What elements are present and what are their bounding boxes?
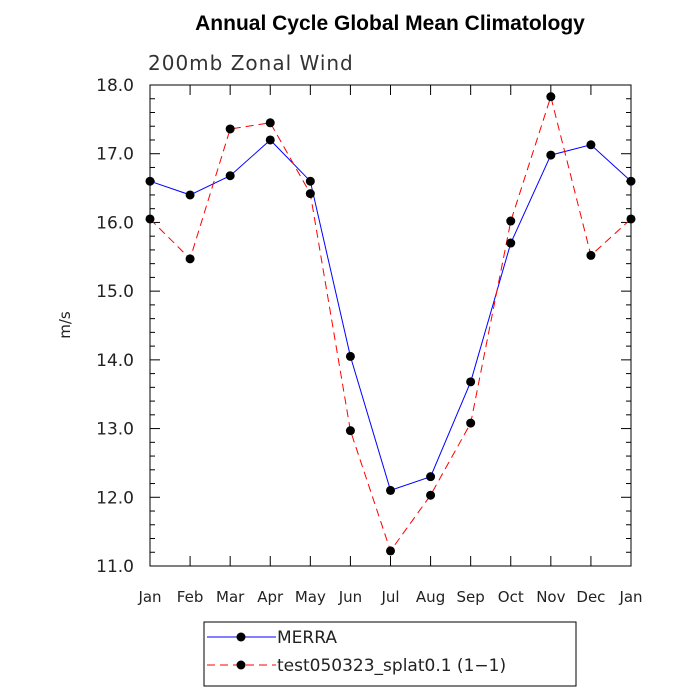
- y-tick-label: 18.0: [96, 76, 134, 96]
- data-point-0: [506, 238, 516, 248]
- legend: MERRA test050323_splat0.1 (1−1): [203, 621, 577, 687]
- data-point-1: [506, 216, 516, 226]
- data-point-1: [426, 490, 436, 500]
- data-point-0: [265, 135, 275, 145]
- y-tick-label: 13.0: [96, 420, 134, 440]
- data-point-1: [586, 250, 596, 260]
- data-point-1: [225, 124, 235, 134]
- data-point-0: [466, 377, 476, 387]
- y-tick-labels: 11.0 12.0 13.0 14.0 15.0 16.0 17.0 18.0: [96, 76, 134, 577]
- legend-marker-merra: [236, 632, 246, 642]
- data-point-0: [345, 351, 355, 361]
- x-tick-label: Jan: [137, 588, 161, 606]
- data-point-0: [586, 140, 596, 150]
- data-point-1: [345, 426, 355, 436]
- chart-subtitle: 200mb Zonal Wind: [148, 51, 354, 75]
- x-tick-labels: Jan Feb Mar Apr May Jun Jul Aug Sep Oct Nov Dec Jan: [137, 588, 642, 606]
- legend-label-merra: MERRA: [277, 628, 337, 648]
- data-point-1: [265, 118, 275, 128]
- x-tick-label: Nov: [536, 588, 565, 606]
- data-point-1: [305, 189, 315, 199]
- data-point-1: [386, 546, 395, 556]
- data-point-0: [386, 485, 395, 495]
- data-point-0: [225, 171, 235, 181]
- data-point-0: [145, 176, 155, 186]
- y-axis-label: m/s: [56, 311, 74, 339]
- x-tick-label: May: [295, 588, 326, 606]
- data-point-0: [626, 176, 636, 186]
- x-tick-label: Dec: [576, 588, 605, 606]
- legend-marker-test: [236, 660, 246, 670]
- data-point-1: [466, 418, 476, 428]
- x-tick-label: Aug: [416, 588, 445, 606]
- legend-box: [203, 621, 577, 687]
- y-tick-label: 12.0: [96, 488, 134, 508]
- y-tick-label: 15.0: [96, 282, 134, 302]
- x-tick-label: Mar: [216, 588, 245, 606]
- y-tick-label: 16.0: [96, 213, 134, 233]
- data-point-0: [185, 190, 195, 200]
- data-point-1: [626, 214, 636, 224]
- x-tick-label: Feb: [177, 588, 204, 606]
- series-line-1: [149, 94, 632, 552]
- data-point-0: [546, 150, 556, 160]
- legend-label-test: test050323_splat0.1 (1−1): [277, 656, 506, 676]
- x-tick-label: Apr: [257, 588, 284, 606]
- x-tick-label: Sep: [457, 588, 485, 606]
- y-tick-label: 17.0: [96, 145, 134, 165]
- y-tick-label: 11.0: [96, 557, 134, 577]
- axis-ticks: [149, 84, 632, 567]
- x-tick-label: Oct: [498, 588, 524, 606]
- data-point-1: [145, 214, 155, 224]
- data-point-0: [305, 176, 315, 186]
- x-tick-label: Jul: [380, 588, 399, 606]
- data-point-0: [426, 472, 436, 482]
- y-tick-label: 14.0: [96, 351, 134, 371]
- x-tick-label: Jun: [338, 588, 362, 606]
- x-tick-label: Jan: [618, 588, 642, 606]
- data-point-1: [546, 92, 556, 102]
- data-point-1: [185, 254, 195, 264]
- chart-title: Annual Cycle Global Mean Climatology: [195, 12, 585, 35]
- series-layer: [145, 92, 636, 556]
- series-line-0: [149, 139, 632, 492]
